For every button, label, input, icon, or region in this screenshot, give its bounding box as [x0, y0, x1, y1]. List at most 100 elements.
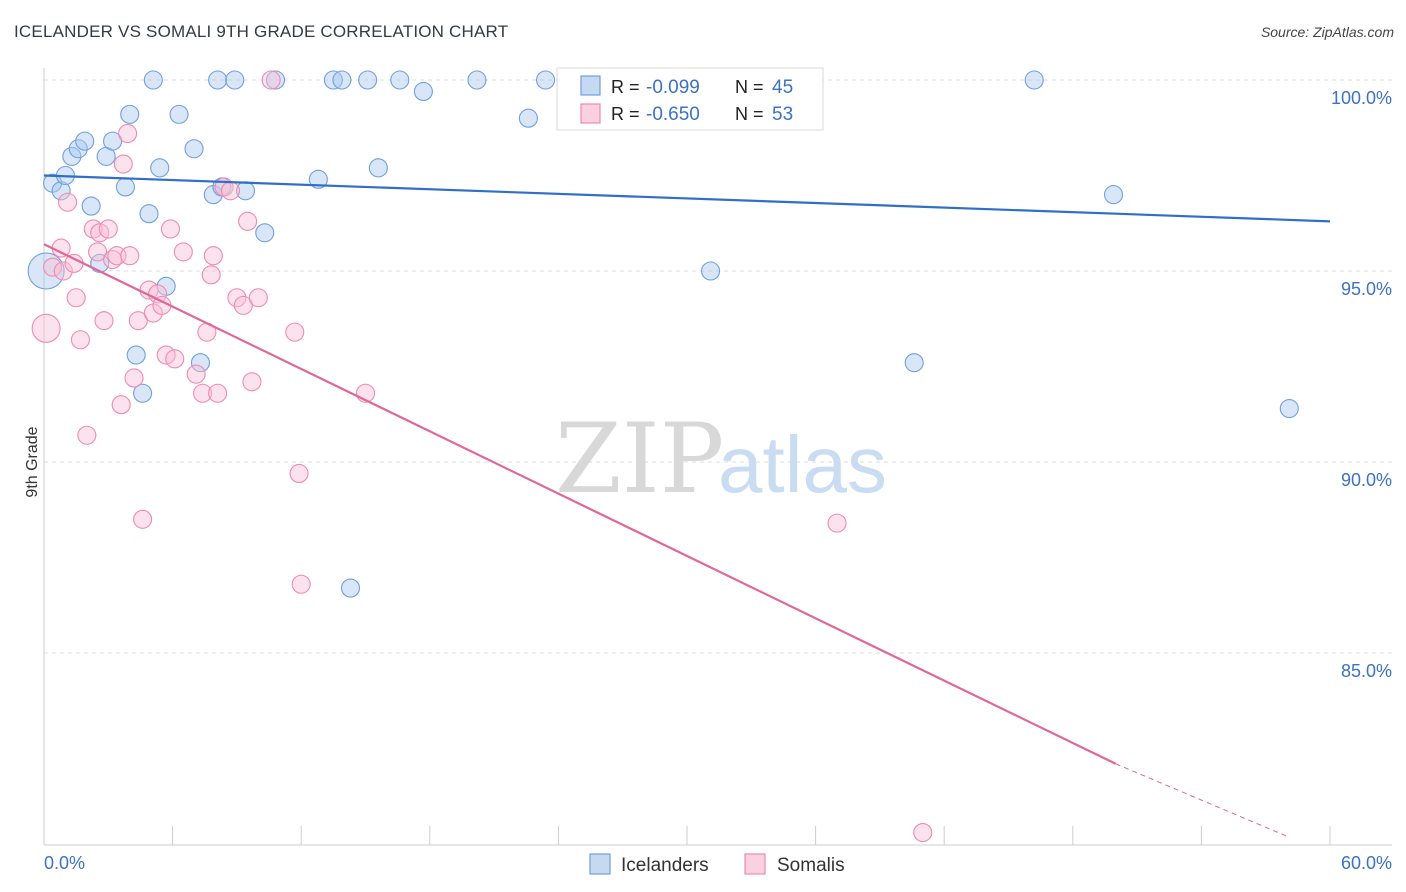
- somalis-point-12: [94, 311, 114, 331]
- somalis-point-19: [120, 246, 140, 266]
- icelanders-point-27: [255, 223, 275, 243]
- watermark-atlas: atlas: [718, 420, 887, 509]
- series-legend-swatch-icelanders: [589, 853, 611, 875]
- legend-box: [556, 67, 824, 131]
- y-axis-title: 9th Grade: [24, 426, 41, 497]
- icelanders-point-35: [390, 70, 410, 90]
- somalis-point-31: [186, 364, 206, 384]
- somalis-point-28: [160, 219, 181, 239]
- somalis-point-17: [113, 154, 133, 174]
- somalis-point-29: [165, 349, 185, 369]
- watermark: ZIP atlas: [555, 403, 887, 515]
- icelanders-point-16: [143, 70, 163, 90]
- somalis-point-50: [913, 822, 933, 843]
- x-tick-label-right: 60.0%: [1341, 853, 1392, 873]
- chart-title: ICELANDER VS SOMALI 9TH GRADE CORRELATIO…: [14, 22, 509, 41]
- somalis-point-22: [133, 509, 153, 529]
- somalis-point-1: [43, 257, 63, 277]
- somalis-point-30: [173, 242, 193, 262]
- icelanders-point-21: [190, 353, 211, 373]
- icelanders-point-2: [51, 181, 71, 201]
- correlation-legend: R = -0.099 N = 45 R = -0.650 N = 53: [556, 67, 824, 131]
- somalis-point-35: [203, 246, 223, 266]
- somalis-point-6: [66, 288, 86, 308]
- y-tick-label-3: 85.0%: [1341, 661, 1392, 681]
- somalis-point-7: [70, 330, 90, 350]
- legend-n-value-1: 45: [772, 77, 793, 98]
- icelanders-point-38: [518, 108, 538, 128]
- somalis-trend-line: [43, 243, 1117, 765]
- somalis-point-20: [124, 368, 144, 388]
- icelanders-point-17: [150, 158, 170, 178]
- somalis-point-3: [53, 261, 73, 281]
- icelanders-point-15: [139, 204, 159, 224]
- watermark-zip: ZIP: [555, 403, 724, 515]
- y-tick-label-2: 90.0%: [1341, 470, 1392, 490]
- icelanders-point-37: [467, 70, 487, 90]
- somalis-point-47: [291, 574, 311, 594]
- somalis-point-10: [88, 242, 108, 262]
- somalis-point-16: [111, 395, 131, 415]
- icelanders-point-41: [701, 261, 721, 281]
- somalis-point-41: [238, 211, 258, 231]
- icelanders-point-36: [413, 81, 433, 102]
- somalis-point-45: [285, 322, 305, 342]
- y-tick-label-1: 95.0%: [1341, 279, 1392, 299]
- icelanders-point-34: [368, 158, 388, 178]
- legend-swatch-somalis: [580, 103, 601, 124]
- x-tick-label-left: 0.0%: [44, 853, 85, 873]
- somalis-point-34: [201, 265, 221, 285]
- icelanders-point-33: [358, 70, 378, 90]
- icelanders-point-19: [169, 104, 189, 124]
- somalis-point-38: [220, 181, 241, 201]
- icelanders-point-43: [1024, 70, 1044, 90]
- somalis-point-46: [289, 463, 309, 484]
- somalis-point-4: [58, 192, 78, 212]
- icelanders-point-4: [62, 146, 82, 166]
- series-legend-swatch-somalis: [744, 853, 766, 875]
- somalis-point-42: [242, 372, 262, 392]
- icelanders-point-14: [133, 383, 153, 403]
- legend-r-label-1: R =: [611, 77, 640, 97]
- icelanders-point-42: [904, 353, 924, 373]
- icelanders-point-5: [68, 139, 88, 159]
- legend-r-label-2: R =: [611, 104, 640, 124]
- icelanders-point-29: [308, 169, 328, 189]
- icelanders-point-20: [184, 139, 204, 159]
- icelanders-point-13: [126, 345, 146, 365]
- somalis-point-39: [227, 288, 247, 308]
- legend-n-label-2: N =: [735, 104, 764, 124]
- source-label: Source: ZipAtlas.com: [1260, 24, 1394, 40]
- series-legend-somalis: Somalis: [777, 855, 845, 876]
- icelanders-point-7: [81, 196, 101, 216]
- legend-r-value-1: -0.099: [646, 77, 700, 98]
- icelanders-point-31: [332, 70, 352, 90]
- y-tick-labels: 100.0% 95.0% 90.0% 85.0%: [1331, 88, 1392, 681]
- somalis-point-5: [64, 253, 84, 273]
- icelanders-point-0: [27, 252, 65, 290]
- somalis-point-44: [261, 70, 281, 90]
- icelanders-point-39: [535, 70, 556, 90]
- icelanders-point-32: [340, 578, 361, 598]
- icelanders-point-25: [225, 70, 245, 90]
- somalis-point-8: [77, 425, 97, 445]
- axes: [43, 68, 1392, 846]
- y-tick-label-0: 100.0%: [1331, 88, 1392, 108]
- somalis-point-40: [233, 295, 253, 315]
- legend-swatch-icelanders: [580, 75, 601, 96]
- series-legend-icelanders: Icelanders: [621, 855, 709, 876]
- icelanders-trend-line: [43, 174, 1331, 223]
- somalis-point-2: [51, 238, 71, 258]
- icelanders-point-45: [1279, 398, 1299, 419]
- icelanders-point-6: [75, 131, 95, 151]
- somalis-point-18: [118, 123, 138, 144]
- icelanders-point-28: [265, 70, 286, 90]
- icelanders-point-23: [208, 70, 228, 90]
- somalis-trend-line-extension: [1115, 763, 1288, 837]
- somalis-point-36: [208, 383, 228, 403]
- legend-n-value-2: 53: [772, 104, 793, 125]
- icelanders-point-10: [103, 131, 123, 151]
- somalis-point-49: [827, 513, 847, 533]
- icelanders-point-11: [115, 177, 135, 197]
